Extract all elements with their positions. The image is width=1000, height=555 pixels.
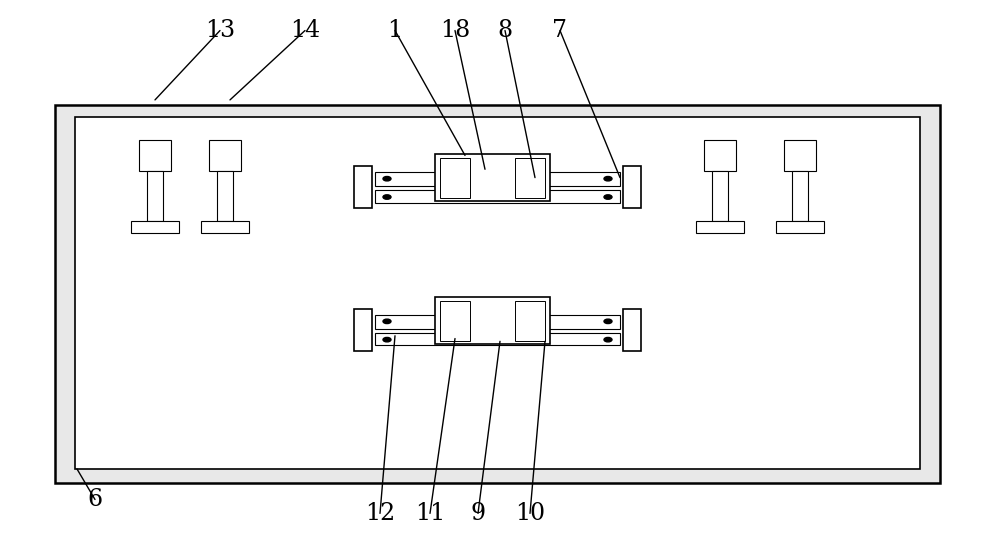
Bar [75, 117, 920, 469]
Bar [696, 221, 744, 233]
Text: 6: 6 [87, 488, 103, 511]
Bar [784, 140, 816, 171]
Text: 10: 10 [515, 502, 545, 525]
Bar [375, 333, 620, 345]
Circle shape [383, 195, 391, 199]
Bar [435, 154, 550, 201]
Text: 13: 13 [205, 19, 235, 42]
Bar [139, 140, 171, 171]
Bar [375, 190, 620, 203]
Text: 12: 12 [365, 502, 395, 525]
Bar [440, 301, 470, 341]
Bar [515, 158, 545, 198]
Text: 8: 8 [497, 19, 513, 42]
Circle shape [604, 337, 612, 342]
Bar [217, 171, 233, 221]
Bar [712, 171, 728, 221]
Circle shape [383, 319, 391, 324]
Bar [623, 309, 641, 351]
Circle shape [383, 337, 391, 342]
Bar [623, 166, 641, 208]
Bar [354, 309, 372, 351]
Bar [209, 140, 241, 171]
Bar [375, 315, 620, 329]
Text: 18: 18 [440, 19, 470, 42]
Circle shape [383, 176, 391, 181]
Bar [201, 221, 249, 233]
Bar [55, 105, 940, 483]
Bar [375, 172, 620, 186]
Circle shape [604, 319, 612, 324]
Text: 1: 1 [387, 19, 403, 42]
Text: 7: 7 [552, 19, 568, 42]
Bar [435, 297, 550, 344]
Text: 11: 11 [415, 502, 445, 525]
Text: 9: 9 [470, 502, 486, 525]
Bar [704, 140, 736, 171]
Bar [131, 221, 179, 233]
Text: 14: 14 [290, 19, 320, 42]
Bar [440, 158, 470, 198]
Bar [354, 166, 372, 208]
Bar [792, 171, 808, 221]
Bar [147, 171, 163, 221]
Bar [776, 221, 824, 233]
Circle shape [604, 176, 612, 181]
Bar [515, 301, 545, 341]
Circle shape [604, 195, 612, 199]
